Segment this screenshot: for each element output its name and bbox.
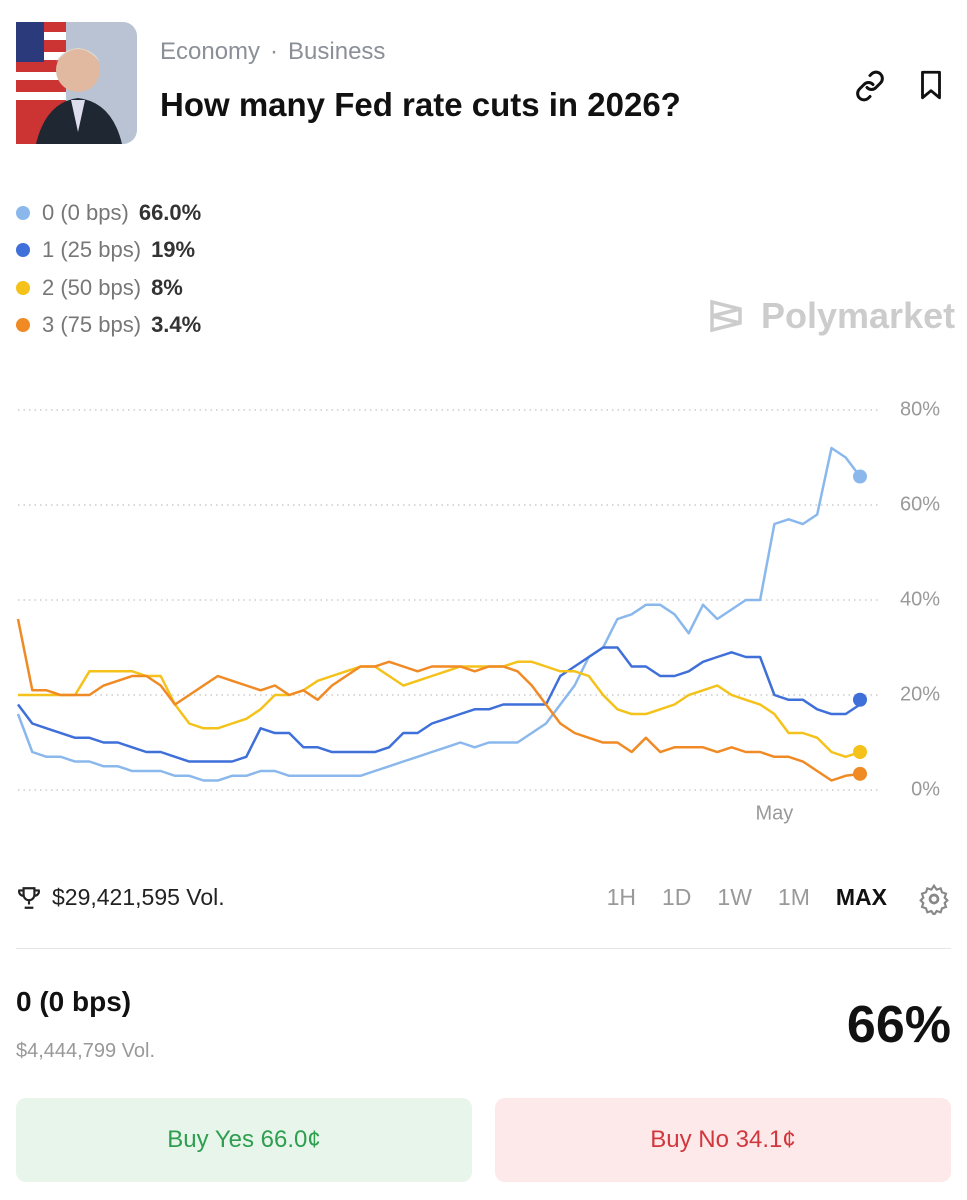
- legend-entry: 0 (0 bps) 66.0%: [16, 194, 201, 232]
- market-title: How many Fed rate cuts in 2026?: [160, 86, 681, 123]
- legend-name: 0 (0 bps): [42, 199, 129, 225]
- end-dot: [853, 469, 867, 484]
- legend: 0 (0 bps) 66.0% 1 (25 bps) 19% 2 (50 bps) 8% 3…: [16, 194, 201, 344]
- legend-dot: [16, 280, 30, 295]
- end-dot: [853, 692, 867, 707]
- divider: [16, 948, 951, 949]
- legend-dot: [16, 243, 30, 258]
- range-button[interactable]: MAX: [835, 884, 887, 910]
- legend-name: 2 (50 bps): [42, 274, 142, 300]
- buy-yes-button[interactable]: Buy Yes 66.0¢: [16, 1098, 472, 1182]
- legend-value: 3.4%: [151, 312, 202, 338]
- series-line: [16, 446, 861, 782]
- watermark: Polymarket: [705, 295, 955, 337]
- tag[interactable]: Economy: [160, 38, 261, 65]
- outcome-chance: 66%: [846, 996, 951, 1054]
- y-tick-label: 40%: [900, 588, 940, 610]
- y-tick-label: 60%: [900, 493, 940, 515]
- range-button[interactable]: 1W: [717, 884, 752, 910]
- legend-dot: [16, 205, 30, 220]
- series-line: [16, 618, 861, 782]
- legend-name: 1 (25 bps): [42, 237, 142, 263]
- y-tick-label: 80%: [900, 398, 940, 420]
- series-line: [18, 660, 861, 759]
- link-icon[interactable]: [852, 68, 888, 104]
- range-button[interactable]: 1M: [777, 884, 810, 910]
- legend-entry: 2 (50 bps) 8%: [16, 269, 201, 307]
- legend-value: 66.0%: [138, 199, 202, 225]
- legend-dot: [16, 318, 30, 333]
- bookmark-icon[interactable]: [914, 68, 948, 102]
- settings-icon[interactable]: [918, 883, 950, 915]
- range-button[interactable]: 1H: [606, 884, 637, 910]
- legend-value: 19%: [151, 237, 196, 263]
- legend-entry: 1 (25 bps) 19%: [16, 232, 201, 270]
- total-volume: $29,421,595 Vol.: [16, 884, 225, 911]
- buy-no-button[interactable]: Buy No 34.1¢: [495, 1098, 951, 1182]
- legend-entry: 3 (75 bps) 3.4%: [16, 307, 201, 345]
- chart: 0% 20% 40% 60% 80% May: [16, 398, 940, 824]
- y-tick-label: 0%: [911, 778, 940, 800]
- outcome-name: 0 (0 bps): [16, 986, 132, 1017]
- range-selector: 1H 1D 1W 1M MAX: [607, 884, 887, 911]
- legend-value: 8%: [151, 274, 183, 300]
- tag[interactable]: Business: [288, 38, 386, 65]
- x-tick-label: May: [755, 802, 793, 824]
- volume-text: $29,421,595 Vol.: [52, 884, 225, 910]
- end-dot: [853, 766, 867, 781]
- avatar: [16, 22, 137, 144]
- watermark-text: Polymarket: [761, 295, 956, 336]
- outcome-volume: $4,444,799 Vol.: [16, 1040, 156, 1062]
- y-tick-label: 20%: [900, 683, 940, 705]
- legend-name: 3 (75 bps): [42, 312, 142, 338]
- end-dot: [853, 745, 867, 759]
- series-line: [17, 646, 861, 763]
- tags: Economy · Business: [160, 38, 386, 65]
- range-button[interactable]: 1D: [662, 884, 692, 910]
